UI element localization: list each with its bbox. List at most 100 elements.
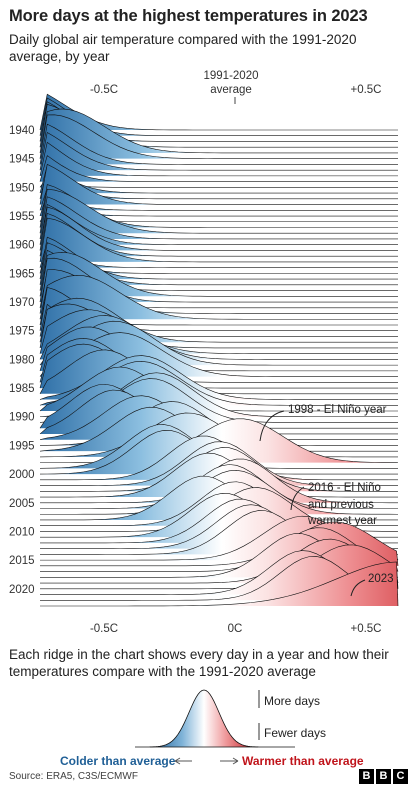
x-tick-label-top: average (210, 84, 252, 96)
annotation-arrow (350, 579, 366, 597)
arrow-right-icon (232, 757, 239, 765)
bbc-logo-letter: B (376, 769, 391, 784)
annotation-2023: 2023 (368, 573, 394, 585)
bbc-logo-letter: B (359, 769, 374, 784)
ridge-line (40, 464, 398, 509)
annotation-1998: 1998 - El Niño year (288, 404, 387, 416)
x-tick-label-top: +0.5C (350, 84, 381, 96)
ridge-1949 (39, 155, 398, 182)
year-label: 1950 (9, 182, 35, 194)
legend-ridge-line (149, 689, 259, 748)
annotation-arrow (259, 410, 285, 442)
year-label: 1990 (9, 412, 35, 424)
ridge-line (40, 544, 399, 590)
bbc-logo: B B C (359, 769, 408, 784)
source-note: Source: ERA5, C3S/ECMWF (9, 771, 138, 782)
x-tick-label-top: -0.5C (90, 84, 118, 96)
year-label: 2010 (9, 526, 35, 538)
legend-colder-label: Colder than average (60, 754, 176, 768)
year-label: 1940 (9, 125, 35, 137)
ridge-line (39, 93, 398, 131)
ridge-fill (40, 155, 398, 182)
ridge-line (39, 204, 398, 245)
ridge-fill (40, 430, 398, 475)
ridge-line (39, 164, 398, 194)
year-label: 2020 (9, 584, 35, 596)
ridge-line (40, 556, 399, 601)
ridge-line (39, 217, 398, 263)
ridge-line (40, 469, 398, 515)
legend-more-days: More days (264, 694, 320, 708)
ridge-line (39, 332, 398, 377)
x-tick-label-top: 1991-2020 (204, 70, 259, 82)
ridge-line (40, 447, 398, 492)
ridge-line (39, 241, 398, 268)
ridge-line (39, 326, 398, 372)
ridge-line (39, 309, 398, 354)
ridge-line (39, 274, 398, 320)
chart-title: More days at the highest temperatures in… (9, 7, 368, 25)
year-label: 1985 (9, 383, 35, 395)
ridge-1973 (39, 274, 398, 320)
year-label: 2000 (9, 469, 35, 481)
ridge-fill (40, 108, 398, 153)
ridge-1944 (39, 108, 398, 154)
ridge-line (39, 252, 398, 297)
ridge-line (39, 108, 398, 154)
year-label: 1975 (9, 326, 35, 338)
ridge-line (40, 527, 399, 572)
arrow-left-icon (174, 757, 181, 765)
year-label: 1980 (9, 354, 35, 366)
year-label: 1960 (9, 240, 35, 252)
ridge-fill (40, 142, 398, 176)
annotation-arrow (290, 486, 305, 511)
year-label: 1965 (9, 268, 35, 280)
legend-warmer-label: Warmer than average (242, 754, 364, 768)
x-tick-label-bottom: 0C (228, 623, 243, 635)
year-label: 1995 (9, 440, 35, 452)
year-label: 1970 (9, 297, 35, 309)
ridge-1948 (39, 141, 398, 177)
year-label: 1955 (9, 211, 35, 223)
ridge-line (39, 320, 398, 366)
ridge-fill (40, 562, 398, 606)
ridge-line (39, 176, 398, 188)
ridge-fill (40, 504, 398, 549)
annotation-2016: warmest year (307, 515, 377, 527)
ridge-line (39, 297, 398, 343)
ridge-line (39, 123, 398, 165)
ridge-2022 (40, 556, 399, 601)
legend-ridge-fill (150, 690, 258, 747)
ridge-line (39, 141, 398, 177)
annotation-2016: 2016 - El Niño (308, 482, 381, 494)
ridge-line (39, 163, 398, 205)
ridge-line (39, 196, 398, 240)
ridge-line (39, 188, 398, 234)
ridge-line (39, 206, 398, 251)
ridge-line (39, 212, 398, 257)
ridge-line (40, 538, 399, 584)
year-label: 2015 (9, 555, 35, 567)
year-label: 1945 (9, 154, 35, 166)
legend-fewer-days: Fewer days (264, 726, 326, 740)
ridge-fill (40, 275, 398, 320)
ridge-line (40, 452, 398, 498)
ridge-line (39, 187, 398, 211)
x-tick-label-bottom: +0.5C (350, 623, 381, 635)
ridge-line (39, 131, 398, 171)
ridge-line (40, 561, 399, 607)
year-label: 2005 (9, 498, 35, 510)
ridge-line (40, 441, 398, 486)
ridge-line (39, 343, 398, 389)
x-tick-label-bottom: -0.5C (90, 623, 118, 635)
ridge-line (40, 521, 399, 567)
chart-explanation: Each ridge in the chart shows every day … (9, 647, 389, 679)
ridge-line (39, 349, 398, 395)
ridgeline-chart: -1C-0.5C1991-2020average+0.5C+1C19401945… (9, 70, 399, 635)
ridge-line (40, 458, 398, 504)
ridge-line (39, 315, 398, 360)
ridge-fill (40, 556, 398, 601)
chart-subtitle: Daily global air temperature compared wi… (9, 32, 357, 64)
ridge-line (39, 155, 398, 182)
